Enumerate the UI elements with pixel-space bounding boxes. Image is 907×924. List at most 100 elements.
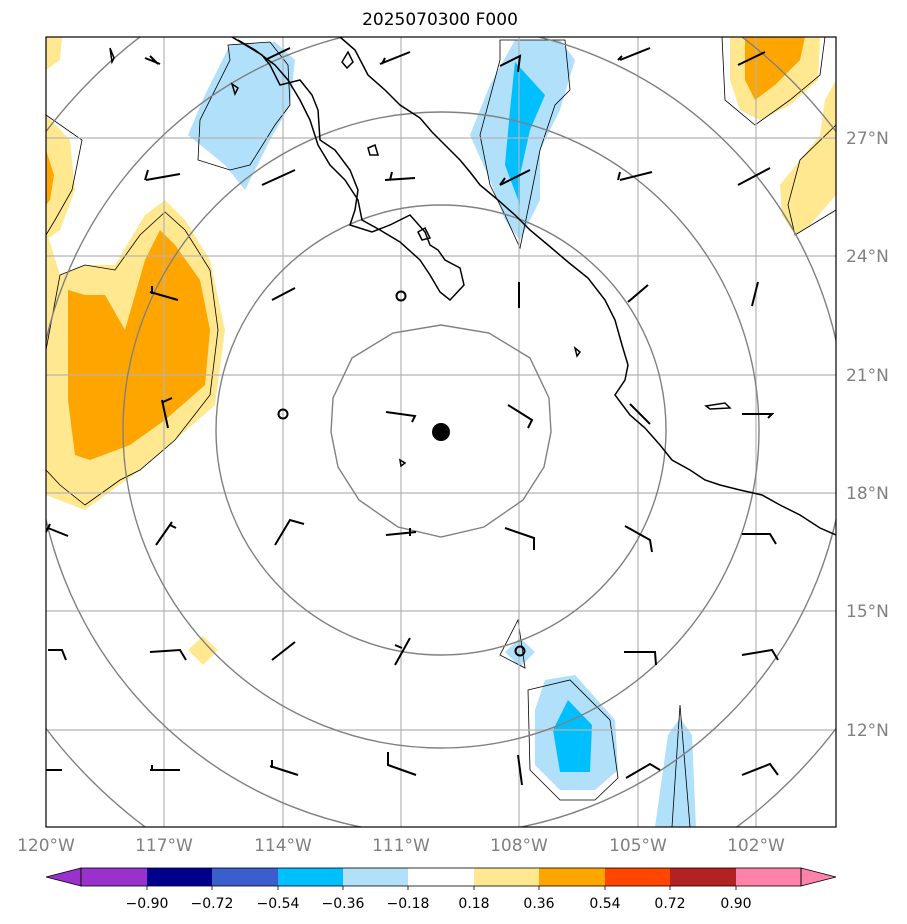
island-7 (109, 47, 115, 65)
negative-anomaly-small (505, 638, 535, 667)
wind-barb (742, 413, 775, 419)
wind-barb (629, 403, 651, 425)
map-frame (45, 36, 837, 828)
colorbar-bin (539, 868, 605, 886)
colorbar-tick-label: 0.18 (458, 896, 489, 912)
colorbar-bin (147, 868, 212, 886)
wind-barb (751, 281, 759, 307)
negative-anomaly-north-inner (505, 62, 545, 205)
colorbar-tick-label: −0.36 (322, 896, 365, 912)
wind-barb (144, 55, 161, 65)
wind-barb (499, 169, 531, 186)
colorbar-tick-label: 0.54 (589, 896, 620, 912)
lon-label: 120°W (17, 836, 75, 856)
storm-center-marker (432, 423, 450, 441)
island-5 (704, 402, 732, 410)
coastlines (109, 37, 836, 536)
colorbar-tick-label: −0.72 (191, 896, 234, 912)
wind-barb (741, 762, 779, 776)
island-1 (341, 50, 354, 70)
positive-anomaly-ne-inner (745, 37, 805, 100)
positive-anomaly-west-inner (68, 230, 210, 460)
wind-barb (742, 533, 777, 545)
colorbar-bin (408, 868, 474, 886)
wind-barb (627, 284, 649, 303)
colorbar-bin (278, 868, 343, 886)
positive-anomaly-east (780, 80, 836, 235)
colorbar-tick-label: −0.18 (387, 896, 430, 912)
wind-barb (149, 648, 187, 661)
wind-barb (737, 51, 766, 66)
calm-wind-markers (277, 290, 526, 657)
island-4 (573, 346, 582, 358)
colorbar-tick-label: −0.54 (257, 896, 300, 912)
colorbar-bin (670, 868, 736, 886)
wind-barb (264, 47, 291, 61)
anomaly-shading (46, 37, 836, 827)
wind-barb (617, 171, 653, 181)
lat-label: 21°N (846, 366, 889, 386)
wind-barb (394, 637, 411, 666)
wind-barb (150, 765, 180, 771)
island-8 (230, 82, 239, 97)
wind-barbs (46, 47, 779, 786)
colorbar-tick-label: 0.36 (523, 896, 554, 912)
wind-barb (161, 397, 173, 429)
mainland-coast (339, 37, 836, 536)
wind-barb (504, 527, 535, 550)
island-3 (417, 226, 432, 241)
wind-barb (271, 287, 296, 301)
colorbar-tick-label: 0.90 (720, 896, 751, 912)
wind-barb (155, 521, 177, 546)
wind-barb (269, 760, 299, 776)
island-6 (398, 458, 407, 468)
wind-barb (385, 528, 417, 536)
island-2 (367, 143, 380, 156)
positive-anomaly-nw-inner (46, 150, 54, 205)
wind-barb (499, 54, 522, 73)
calm-marker (395, 290, 407, 302)
lon-label: 114°W (254, 836, 312, 856)
wind-barb (625, 762, 661, 779)
lon-label: 105°W (609, 836, 667, 856)
wind-barb (48, 649, 67, 661)
lon-label: 108°W (490, 836, 548, 856)
lat-label: 18°N (846, 484, 889, 504)
wind-barb (737, 167, 771, 186)
longitude-labels: 120°W 117°W 114°W 111°W 108°W 105°W 102°… (17, 836, 785, 856)
lon-label: 102°W (727, 836, 785, 856)
latitude-labels: 27°N 24°N 21°N 18°N 15°N 12°N (846, 129, 889, 741)
wind-barb (741, 648, 779, 661)
lat-label: 24°N (846, 247, 889, 267)
wind-barb (517, 754, 523, 786)
calm-marker (277, 408, 289, 420)
wind-barb (271, 641, 296, 661)
lon-label: 111°W (372, 836, 430, 856)
colorbar: −0.90 −0.72 −0.54 −0.36 −0.18 0.18 0.36 … (45, 867, 837, 912)
map-title: 2025070300 F000 (362, 10, 518, 30)
colorbar-bin (81, 868, 147, 886)
wind-barb (274, 518, 305, 546)
colorbar-over-arrow (800, 867, 837, 887)
wind-barb (617, 47, 651, 61)
baja-california-coast (231, 37, 465, 302)
lat-label: 12°N (846, 721, 889, 741)
colorbar-bin (736, 868, 801, 886)
lon-label: 117°W (135, 836, 193, 856)
colorbar-under-arrow (45, 867, 82, 887)
wind-barb (384, 171, 416, 181)
lat-lon-grid (46, 37, 836, 827)
lat-label: 15°N (846, 602, 889, 622)
wind-barb (624, 525, 653, 553)
colorbar-bin (605, 868, 670, 886)
wind-barb (624, 651, 657, 666)
colorbar-bin (474, 868, 539, 886)
positive-anomaly-nw-edge (46, 115, 75, 240)
colorbar-tick-label: −0.90 (126, 896, 169, 912)
wind-barb (507, 404, 534, 429)
negative-anomaly-nw (188, 42, 295, 190)
colorbar-frame (80, 867, 802, 887)
